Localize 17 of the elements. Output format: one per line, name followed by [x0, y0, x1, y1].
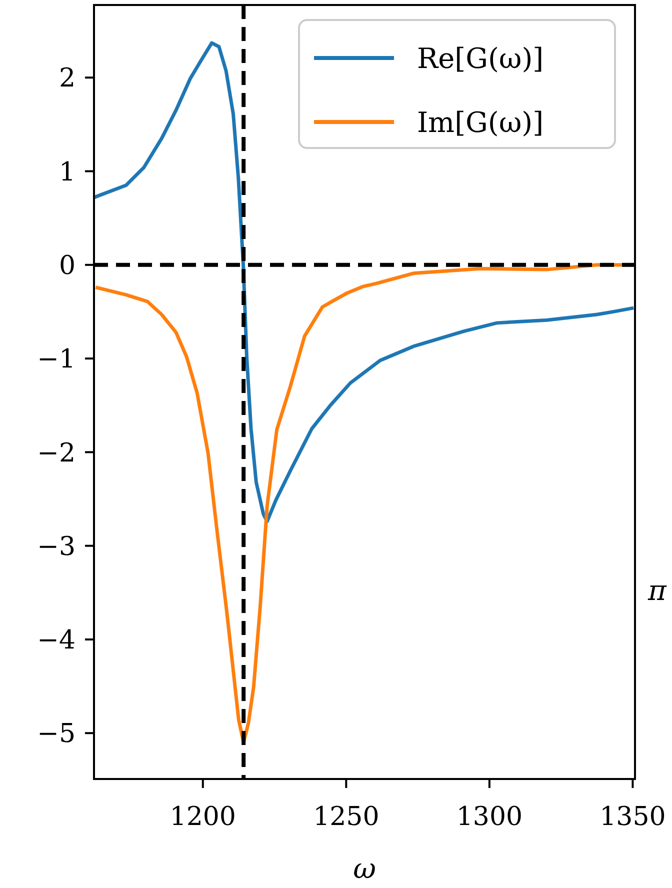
x-tick-label: 1200 [170, 802, 236, 832]
y-tick-label: −1 [37, 344, 76, 375]
y-tick-label: −5 [37, 719, 76, 750]
line-series [92, 41, 636, 524]
x-tick-label: 1350 [600, 802, 666, 832]
text: π [647, 574, 667, 607]
y-tick-label: 0 [58, 250, 76, 281]
y-tick-label: −3 [37, 532, 76, 562]
x-axis-title: ω [353, 852, 376, 885]
y-tick-label: 2 [58, 64, 76, 94]
y-tick-label: −4 [37, 626, 76, 656]
y-tick-label: −2 [37, 438, 76, 468]
y-tick-label: 1 [58, 157, 76, 188]
legend-label: Re[G(ω)] [417, 42, 544, 75]
legend-label: Im[G(ω)] [417, 106, 544, 139]
x-tick-label: 1300 [456, 802, 523, 832]
x-tick-label: 1250 [313, 802, 380, 832]
